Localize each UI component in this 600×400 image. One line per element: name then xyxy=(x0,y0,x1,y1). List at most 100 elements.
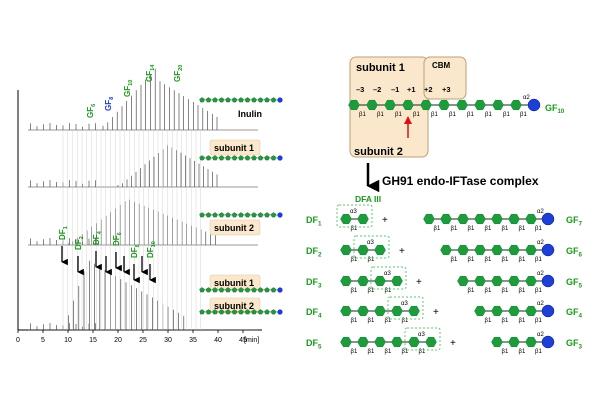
mini-fructose xyxy=(218,155,225,161)
fructose-unit xyxy=(491,213,503,225)
mini-fructose xyxy=(257,212,264,218)
mini-fructose xyxy=(257,309,264,315)
df-label: DF1 xyxy=(58,226,69,240)
product-row: DF3 GF5 β1 β1 β1 α3 + β1 β1 β1 β1 β1 α2 xyxy=(306,266,583,294)
cleavage-arrow-head xyxy=(404,116,412,124)
mini-fructose xyxy=(270,309,277,315)
fructose-unit xyxy=(508,244,520,256)
mini-fructose xyxy=(251,155,257,161)
mini-fructose xyxy=(225,287,231,293)
mini-glucose xyxy=(277,97,283,103)
fructose-unit xyxy=(508,213,520,225)
mini-fructose xyxy=(244,155,251,161)
mini-fructose xyxy=(205,97,212,103)
fructose-unit xyxy=(491,336,503,348)
beta-linkage-label: β1 xyxy=(535,349,542,355)
fructose-unit xyxy=(456,99,468,111)
plus-sign: + xyxy=(382,215,388,226)
mini-glucose xyxy=(277,287,283,293)
beta-linkage-label: β1 xyxy=(502,349,509,355)
mini-fructose xyxy=(264,97,270,103)
fructose-unit xyxy=(408,336,420,348)
mini-fructose xyxy=(205,309,212,315)
dfa-dashed-box xyxy=(387,296,424,320)
peak-label: GF14 xyxy=(145,64,156,82)
mini-fructose xyxy=(238,97,244,103)
mini-glucose xyxy=(277,309,283,315)
mini-fructose xyxy=(212,309,218,315)
enzyme-complex-diagram: subunit 1 CBM –3 –2 –1 +1 +2 +3 subunit 2 β1 β… xyxy=(348,56,565,193)
mini-fructose xyxy=(251,309,257,315)
df-label: DF8 xyxy=(130,244,141,258)
fructose-unit xyxy=(457,275,469,287)
beta-linkage-label: β1 xyxy=(535,257,542,263)
fructose-unit xyxy=(474,244,486,256)
mini-fructose xyxy=(238,155,244,161)
mini-fructose xyxy=(244,287,251,293)
beta-linkage-label: β1 xyxy=(485,257,492,263)
fructose-unit xyxy=(357,244,369,256)
alpha-linkage-label: α2 xyxy=(537,271,544,277)
beta-linkage-label: β1 xyxy=(467,112,474,118)
df-label: DF4 xyxy=(92,230,103,245)
fructose-unit xyxy=(525,213,537,225)
mini-fructose xyxy=(264,155,270,161)
fructose-unit xyxy=(438,99,450,111)
peak-label-group: GF6 GF8 GF10 GF14 GF20 xyxy=(86,64,184,118)
mini-fructose xyxy=(270,212,277,218)
beta-linkage-label: β1 xyxy=(519,257,526,263)
mini-fructose xyxy=(225,212,231,218)
mini-fructose xyxy=(231,309,238,315)
df-product-label: DF5 xyxy=(306,338,322,350)
mini-fructose xyxy=(244,212,251,218)
df-product-label: DF2 xyxy=(306,246,322,258)
mini-fructose xyxy=(225,309,231,315)
mini-fructose xyxy=(270,97,277,103)
fructose-unit xyxy=(525,275,537,287)
beta-linkage-label: β1 xyxy=(519,288,526,294)
x-tick-label: 10 xyxy=(64,337,72,344)
fructose-unit xyxy=(357,275,369,287)
x-tick-label: 30 xyxy=(164,337,172,344)
beta-linkage-label: β1 xyxy=(502,226,509,232)
mini-fructose xyxy=(205,155,212,161)
glucose-unit xyxy=(541,243,555,257)
fructose-unit xyxy=(391,275,403,287)
mini-fructose xyxy=(212,155,218,161)
mini-fructose xyxy=(270,287,277,293)
beta-linkage-label: β1 xyxy=(468,226,475,232)
product-row: DF1 GF7 β1 α3 + β1 β1 β1 β1 β1 β1 β1 α2 xyxy=(306,204,583,232)
fructose-unit xyxy=(425,336,437,348)
beta-linkage-label: β1 xyxy=(502,257,509,263)
alpha3-linkage-label: α3 xyxy=(384,271,391,277)
mini-glucose xyxy=(277,212,283,218)
chromatogram-trace xyxy=(28,68,258,131)
df-product-label: DF4 xyxy=(306,307,322,319)
fructose-unit xyxy=(474,99,486,111)
mini-fructose xyxy=(199,155,205,161)
beta-linkage-label: β1 xyxy=(385,318,392,324)
fructose-unit xyxy=(492,99,504,111)
fructose-unit xyxy=(357,336,369,348)
df-marker-group: DF1 DF2 DF4 DF6 DF8 DF10 xyxy=(58,226,157,284)
subsite-label: +3 xyxy=(442,85,451,94)
mini-fructose xyxy=(244,309,251,315)
beta-linkage-label: β1 xyxy=(368,257,375,263)
mini-fructose xyxy=(199,97,205,103)
x-axis-unit: [min] xyxy=(244,337,259,344)
fructose-unit xyxy=(491,305,503,317)
beta-linkage-label: β1 xyxy=(368,318,375,324)
mini-fructose xyxy=(264,309,270,315)
fructose-unit xyxy=(508,305,520,317)
alpha-linkage-label: α2 xyxy=(537,301,544,307)
beta-linkage-label: β1 xyxy=(451,257,458,263)
mini-fructose xyxy=(225,97,231,103)
beta-linkage-label: β1 xyxy=(502,318,509,324)
df-product-label: DF1 xyxy=(306,215,322,227)
beta-linkage-label: β1 xyxy=(485,288,492,294)
fructose-unit xyxy=(440,244,452,256)
beta-linkage-label: β1 xyxy=(519,318,526,324)
fructose-unit xyxy=(525,305,537,317)
glucose-unit xyxy=(541,304,555,318)
beta-linkage-label: β1 xyxy=(351,288,358,294)
